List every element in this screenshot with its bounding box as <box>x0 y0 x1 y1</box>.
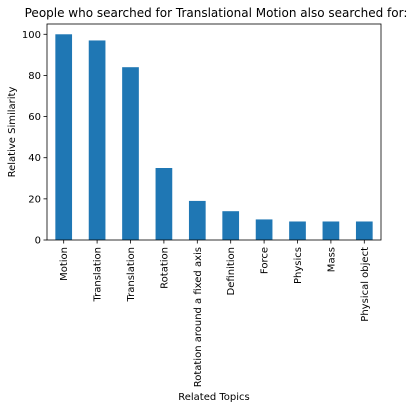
bar <box>88 40 106 241</box>
bar <box>322 221 340 240</box>
x-tick-label: Translation <box>126 247 137 303</box>
x-tick-label: Rotation <box>159 247 170 289</box>
chart-title: People who searched for Translational Mo… <box>25 6 408 20</box>
x-axis-ticks: Motion Translation Translation Rotation Rota… <box>59 240 371 387</box>
x-axis-label: Related Topics <box>178 392 250 403</box>
y-axis-ticks: 0 20 40 60 80 100 <box>22 30 47 247</box>
bar <box>155 168 173 240</box>
bar <box>289 221 306 240</box>
bar <box>255 219 273 240</box>
y-axis-label: Relative Similarity <box>7 87 18 178</box>
y-tick-label: 40 <box>28 153 41 164</box>
y-tick-label: 20 <box>28 194 41 205</box>
x-tick-label: Motion <box>59 247 70 281</box>
x-tick-label: Force <box>260 247 271 274</box>
bar <box>188 200 206 240</box>
x-tick-label: Mass <box>326 247 337 272</box>
x-tick-label: Rotation around a fixed axis <box>193 247 204 387</box>
bar-series <box>55 34 373 241</box>
y-tick-label: 100 <box>22 30 41 41</box>
x-tick-label: Physics <box>293 247 304 284</box>
bar <box>222 211 240 240</box>
bar <box>355 221 373 240</box>
plot-frame <box>46 23 382 241</box>
y-tick-label: 60 <box>28 112 41 123</box>
bar <box>55 34 73 241</box>
bar <box>122 67 139 240</box>
x-tick-label: Physical object <box>360 247 371 322</box>
y-tick-label: 0 <box>35 236 41 247</box>
x-tick-label: Translation <box>93 247 104 303</box>
y-tick-label: 80 <box>28 71 41 82</box>
x-tick-label: Definition <box>226 247 237 295</box>
